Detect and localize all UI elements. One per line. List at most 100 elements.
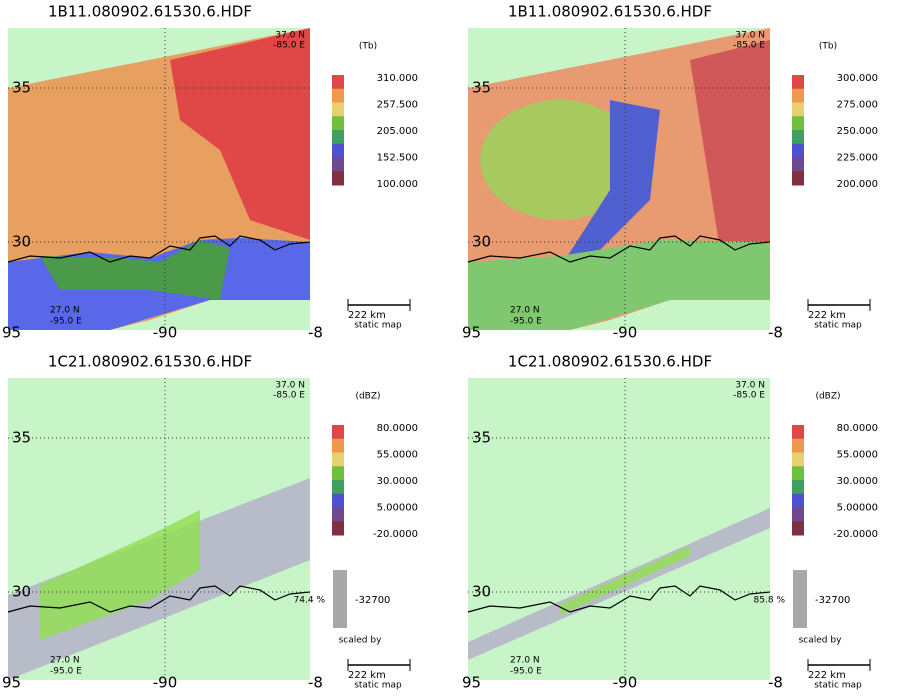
lon-label: -90 <box>153 674 178 692</box>
lon-label: 95 <box>2 674 21 692</box>
rain-cells <box>560 546 690 615</box>
coastline <box>7 235 311 263</box>
panel-title: 1C21.080902.61530.6.HDF <box>508 353 712 371</box>
colorbar-segment <box>792 171 804 186</box>
colorbar-label: 200.000 <box>837 179 878 190</box>
corner-label: -85.0 E <box>273 391 305 401</box>
colorbar-segment <box>792 102 804 117</box>
corner-label: 27.0 N <box>510 656 540 666</box>
panel-title: 1B11.080902.61530.6.HDF <box>508 3 712 21</box>
colorbar-segment <box>332 480 344 495</box>
units: (dBZ) <box>355 392 380 402</box>
lat-label: 30 <box>12 583 31 601</box>
colorbar-segment <box>792 480 804 495</box>
units: (Tb) <box>359 42 377 52</box>
colorbar-segment <box>332 438 344 453</box>
rain-cells <box>40 510 200 640</box>
units: (dBZ) <box>815 392 840 402</box>
scaled-by: scaled by <box>799 636 842 646</box>
colorbar-label: 205.000 <box>377 126 418 137</box>
colorbar-label: 100.000 <box>377 179 418 190</box>
corner-label: 27.0 N <box>50 656 80 666</box>
lon-label: -90 <box>153 324 178 342</box>
colorbar-segment <box>332 521 344 536</box>
colorbar-label: 275.000 <box>837 100 878 111</box>
lat-label: 30 <box>12 233 31 251</box>
colorbar-label: 5.00000 <box>377 503 418 514</box>
colorbar-label: 300.000 <box>837 73 878 84</box>
colorbar-segment <box>332 425 344 440</box>
warm-area <box>170 28 310 240</box>
coastline <box>7 585 311 613</box>
map-note: static map <box>354 681 402 691</box>
colorbar-label: -20.0000 <box>373 529 418 540</box>
colorbar-segment <box>332 452 344 467</box>
map-note: static map <box>354 321 402 331</box>
rain-band <box>565 100 660 270</box>
lat-label: 35 <box>12 429 31 447</box>
map <box>467 28 771 330</box>
colorbar-label: 250.000 <box>837 126 878 137</box>
colorbar-segment <box>792 438 804 453</box>
panel-title: 1B11.080902.61530.6.HDF <box>48 3 252 21</box>
colorbar-segment <box>792 116 804 131</box>
colorbar-label: 310.000 <box>377 73 418 84</box>
corner-label: 37.0 N <box>275 31 305 41</box>
corner-label: 27.0 N <box>50 306 80 316</box>
colorbar-segment <box>332 88 344 103</box>
colorbar-label: 55.0000 <box>377 450 418 461</box>
lat-label: 35 <box>472 79 491 97</box>
units: (Tb) <box>819 42 837 52</box>
fill-value: -32700 <box>815 595 850 606</box>
colorbar-segment <box>792 130 804 145</box>
colorbar-segment <box>792 88 804 103</box>
lon-label: -90 <box>613 324 638 342</box>
corner-label: 37.0 N <box>275 381 305 391</box>
colorbar-segment <box>792 75 804 90</box>
colorbar-label: 80.0000 <box>377 423 418 434</box>
lon-label: -8 <box>768 324 783 342</box>
lon-label: 95 <box>462 324 481 342</box>
colorbar-segment <box>792 507 804 522</box>
corner-label: -95.0 E <box>510 667 542 677</box>
fill-bar <box>793 570 807 628</box>
lat-label: 35 <box>472 429 491 447</box>
colorbar-segment <box>332 493 344 508</box>
colorbar-segment <box>792 452 804 467</box>
lon-label: -90 <box>613 674 638 692</box>
colorbar-segment <box>332 130 344 145</box>
colorbar-segment <box>792 425 804 440</box>
scale-label: 222 km <box>808 670 846 681</box>
lon-label: -8 <box>768 674 783 692</box>
coastline <box>467 235 771 263</box>
map <box>467 378 771 680</box>
colorbar-segment <box>792 493 804 508</box>
fill-value: -32700 <box>355 595 390 606</box>
colorbar-segment <box>332 75 344 90</box>
percent: 74.4 % <box>294 596 326 606</box>
colorbar-segment <box>332 171 344 186</box>
colorbar-label: 55.0000 <box>837 450 878 461</box>
colorbar-segment <box>332 102 344 117</box>
colorbar-label: 30.0000 <box>837 476 878 487</box>
storm <box>480 100 640 220</box>
panel-title: 1C21.080902.61530.6.HDF <box>48 353 252 371</box>
corner-label: -85.0 E <box>733 391 765 401</box>
colorbar-segment <box>792 521 804 536</box>
colorbar-label: 80.0000 <box>837 423 878 434</box>
lon-label: 95 <box>2 324 21 342</box>
colorbar-segment <box>332 116 344 131</box>
colorbar-label: 225.000 <box>837 153 878 164</box>
fill-bar <box>333 570 347 628</box>
colorbar-segment <box>332 157 344 172</box>
corner-label: -95.0 E <box>510 317 542 327</box>
corner-label: 37.0 N <box>735 381 765 391</box>
lat-label: 35 <box>12 79 31 97</box>
map <box>7 378 311 680</box>
colorbar-segment <box>792 143 804 158</box>
corner-label: 37.0 N <box>735 31 765 41</box>
corner-label: 27.0 N <box>510 306 540 316</box>
scale-label: 222 km <box>348 310 386 321</box>
colorbar-segment <box>332 143 344 158</box>
corner-label: -85.0 E <box>733 41 765 51</box>
